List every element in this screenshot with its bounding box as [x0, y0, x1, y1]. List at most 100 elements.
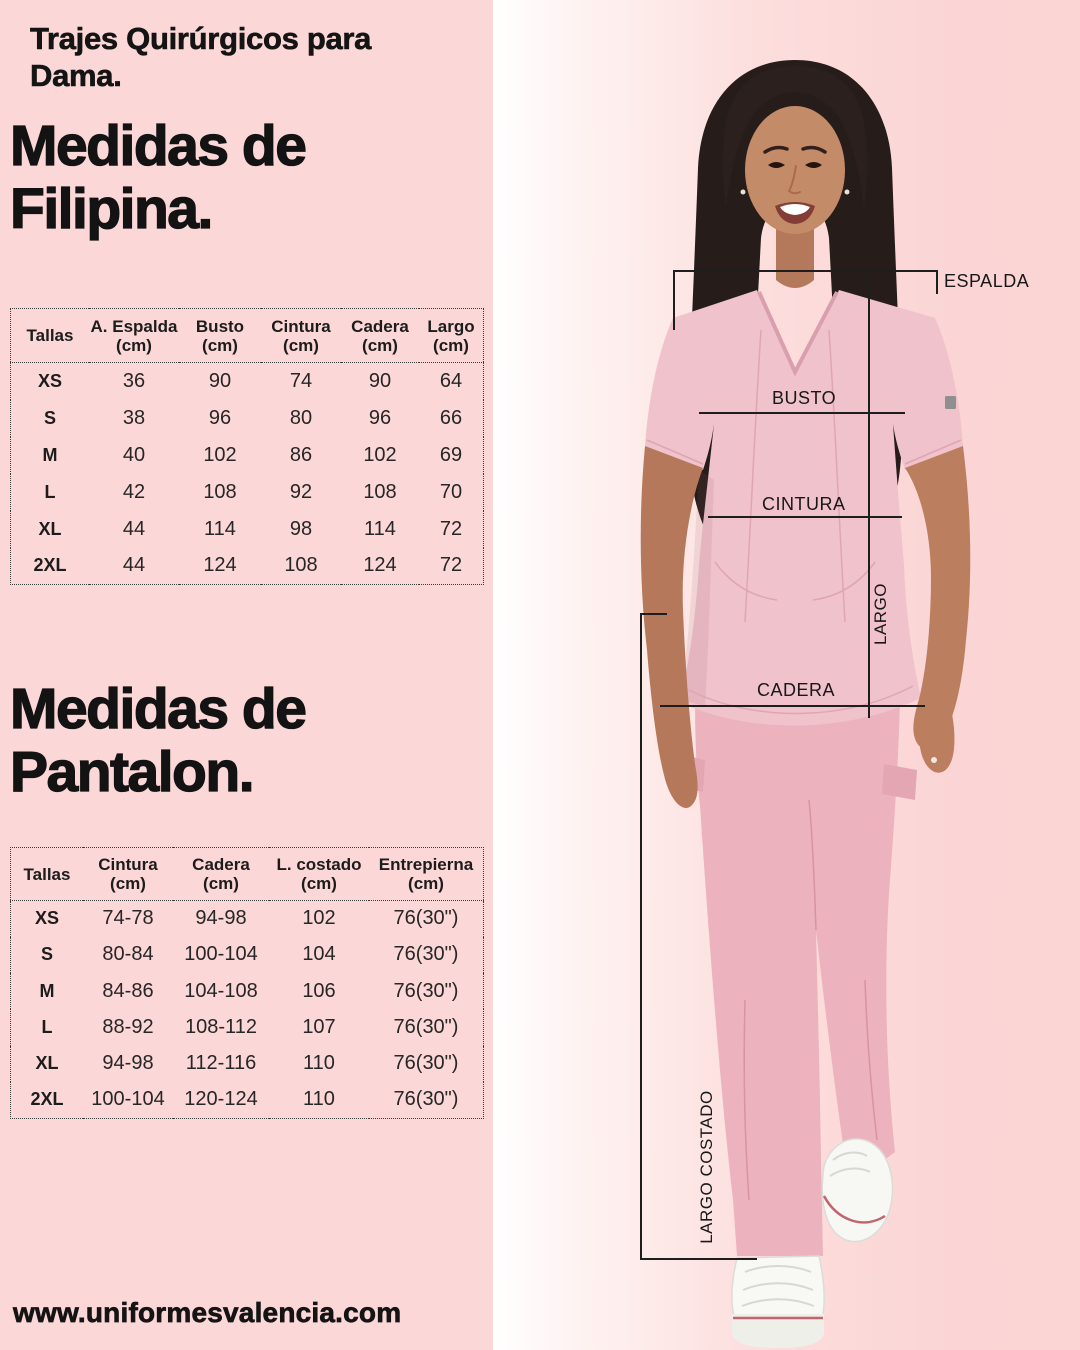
value-cell: 84-86	[102, 979, 154, 1002]
size-cell: XS	[34, 908, 59, 929]
espalda-tick-left	[673, 270, 675, 330]
teeth	[780, 204, 810, 215]
front-shoe-sole	[732, 1314, 824, 1348]
table-row: L 42 108 92 108 70	[11, 474, 484, 511]
table-row: XL 44 114 98 114 72	[11, 511, 484, 548]
value-cell: 80	[289, 406, 313, 429]
value-cell: 90	[208, 369, 232, 392]
value-cell: 76(30")	[393, 1052, 459, 1075]
cadera-label: CADERA	[757, 680, 836, 700]
value-cell: 114	[204, 517, 236, 540]
value-cell: 112-116	[185, 1052, 257, 1075]
column-header: Tallas	[10, 847, 83, 901]
hair-front	[722, 66, 868, 208]
cintura-label: CINTURA	[762, 494, 846, 514]
column-header: Cadera (cm)	[173, 847, 269, 901]
espalda-tick-right	[936, 270, 938, 294]
largo-costado-tick-bottom	[640, 1258, 757, 1260]
value-cell: 107	[302, 1016, 336, 1039]
table-row: S 80-84 100-104 104 76(30")	[11, 937, 484, 973]
column-header: Cintura (cm)	[261, 308, 341, 363]
value-cell: 102	[203, 443, 237, 466]
column-header: Entrepierna (cm)	[369, 847, 484, 901]
value-cell: 110	[303, 1088, 335, 1111]
table-row: S 38 96 80 96 66	[11, 400, 484, 437]
value-cell: 100-104	[184, 943, 258, 966]
value-cell: 108	[363, 480, 397, 503]
sleeve-tag	[945, 396, 956, 409]
value-cell: 66	[439, 406, 463, 429]
scrub-top	[645, 290, 963, 726]
back-shoe	[821, 1138, 894, 1243]
shoe-laces	[741, 1265, 815, 1307]
value-cell: 76(30")	[393, 1088, 459, 1111]
size-cell: 2XL	[33, 555, 67, 576]
scrub-top-shadow	[681, 470, 714, 706]
column-header: Busto (cm)	[179, 308, 261, 363]
value-cell: 108	[203, 480, 237, 503]
eyes	[768, 162, 822, 168]
value-cell: 76(30")	[393, 943, 459, 966]
table-row: XL 94-98 112-116 110 76(30")	[11, 1046, 484, 1082]
column-header: Tallas	[10, 308, 89, 363]
value-cell: 92	[289, 480, 313, 503]
size-cell: S	[40, 944, 53, 965]
website-url: www.uniformesvalencia.com	[13, 1297, 402, 1329]
right-panel: ESPALDA BUSTO CINTURA CADERA LARGO LARGO…	[493, 0, 1080, 1350]
table-row: 2XL 44 124 108 124 72	[11, 548, 484, 585]
earring-left	[740, 189, 746, 195]
filipina-header-row: Tallas A. Espalda (cm) Busto (cm) Cintura (cm)…	[10, 308, 484, 363]
scrub-pants	[695, 620, 901, 1256]
size-cell: XS	[37, 370, 62, 391]
value-cell: 94-98	[195, 907, 247, 930]
value-cell: 124	[363, 554, 397, 577]
value-cell: 96	[368, 406, 392, 429]
heading-filipina: Medidas de Filipina.	[9, 114, 307, 241]
value-cell: 88-92	[102, 1016, 154, 1039]
value-cell: 64	[439, 369, 463, 392]
table-row: 2XL 100-104 120-124 110 76(30")	[11, 1082, 484, 1118]
scrub-top-seams	[646, 329, 962, 715]
table-row: XS 74-78 94-98 102 76(30")	[11, 901, 484, 937]
value-cell: 72	[439, 517, 463, 540]
value-cell: 96	[208, 406, 232, 429]
column-header: A. Espalda (cm)	[89, 308, 179, 363]
column-header: L. costado (cm)	[269, 847, 369, 901]
busto-line	[699, 412, 905, 414]
fingernail	[931, 757, 937, 763]
espalda-line	[673, 270, 938, 272]
column-header: Cadera (cm)	[341, 308, 419, 363]
value-cell: 94-98	[102, 1052, 154, 1075]
value-cell: 38	[122, 406, 146, 429]
table-row: M 84-86 104-108 106 76(30")	[11, 973, 484, 1009]
value-cell: 104	[302, 943, 336, 966]
value-cell: 74	[289, 369, 313, 392]
filipina-size-table: Tallas A. Espalda (cm) Busto (cm) Cintura (cm)…	[10, 308, 484, 585]
value-cell: 86	[289, 443, 313, 466]
value-cell: 110	[303, 1052, 335, 1075]
value-cell: 100-104	[91, 1088, 165, 1111]
size-cell: M	[42, 444, 58, 465]
size-cell: XL	[35, 1053, 59, 1074]
value-cell: 42	[122, 480, 146, 503]
value-cell: 44	[122, 554, 146, 577]
largo-line	[868, 270, 870, 718]
size-cell: L	[41, 1017, 53, 1038]
pantalon-header-row: Tallas Cintura (cm) Cadera (cm) L. costado (cm…	[10, 847, 484, 901]
value-cell: 69	[439, 443, 463, 466]
right-arm	[905, 446, 971, 750]
eyebrows-icon	[763, 145, 827, 154]
size-cell: L	[44, 481, 56, 502]
scrub-top-collar	[757, 291, 839, 377]
pants-pocket-right	[882, 764, 917, 800]
value-cell: 114	[364, 517, 396, 540]
pants-creases	[743, 799, 878, 1201]
left-arm	[640, 446, 703, 808]
left-panel: Trajes Quirúrgicos para Dama. Medidas de…	[0, 0, 493, 1350]
value-cell: 108	[284, 554, 318, 577]
largo-costado-line	[640, 613, 642, 1260]
espalda-label: ESPALDA	[944, 271, 1030, 291]
value-cell: 70	[439, 480, 463, 503]
front-shoe	[731, 1255, 825, 1348]
